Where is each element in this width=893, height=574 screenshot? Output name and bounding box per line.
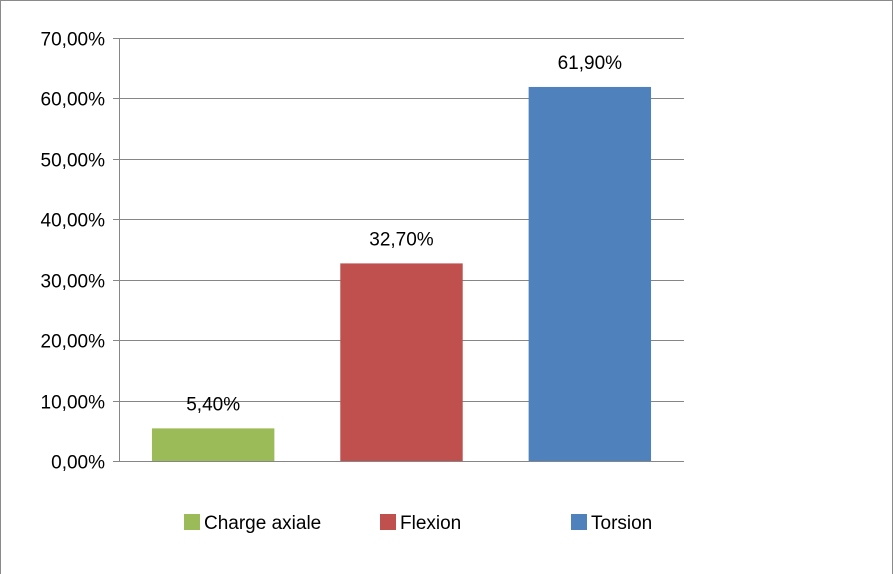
- y-tick-label: 60,00%: [41, 90, 106, 111]
- bar-torsion: [528, 86, 652, 461]
- data-label: 5,40%: [186, 394, 240, 415]
- y-tick-label: 20,00%: [41, 332, 106, 353]
- bar-flexion: [340, 263, 463, 461]
- bar-charge-axiale: [151, 428, 275, 461]
- y-tick-label: 50,00%: [41, 151, 106, 172]
- y-axis: 0,00% 10,00% 20,00% 30,00% 40,00% 50,00% 60,00…: [41, 30, 120, 474]
- y-tick-label: 0,00%: [51, 453, 105, 474]
- legend-label: Charge axiale: [204, 513, 321, 534]
- data-label: 32,70%: [369, 229, 434, 250]
- legend: Charge axiale Flexion Torsion: [184, 513, 652, 534]
- y-tick-label: 10,00%: [41, 393, 106, 414]
- data-labels: 5,40% 32,70% 61,90%: [186, 53, 622, 415]
- bars: [151, 86, 652, 461]
- y-tick-label: 40,00%: [41, 211, 106, 232]
- legend-swatch: [184, 514, 200, 530]
- data-label: 61,90%: [558, 53, 623, 74]
- legend-swatch: [380, 514, 396, 530]
- y-tick-label: 30,00%: [41, 272, 106, 293]
- legend-label: Flexion: [400, 513, 461, 534]
- legend-swatch: [571, 514, 587, 530]
- legend-label: Torsion: [591, 513, 652, 534]
- y-tick-label: 70,00%: [41, 30, 106, 51]
